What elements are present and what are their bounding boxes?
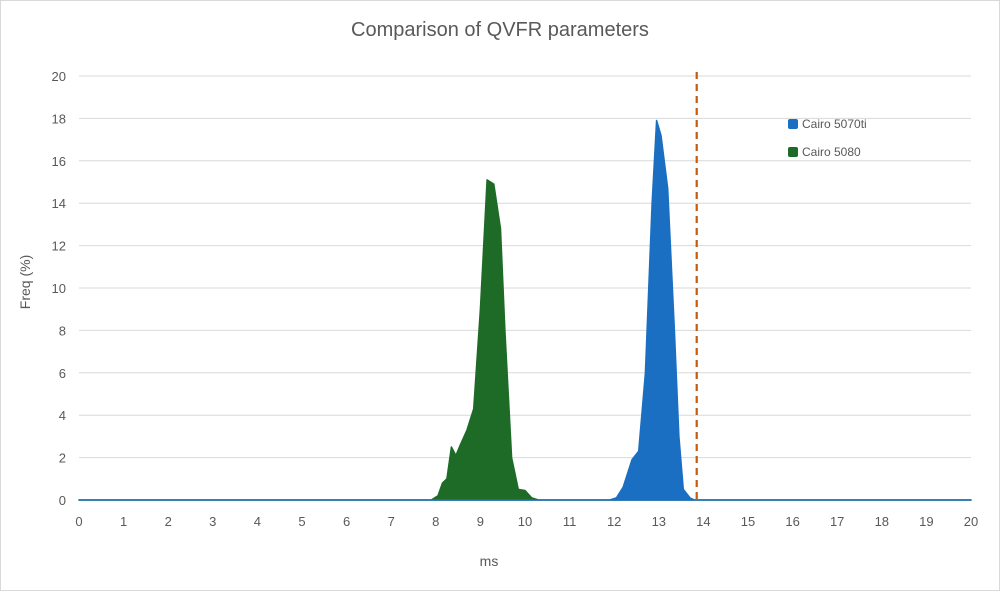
y-tick-labels: 0 2 4 6 8 10 12 14 16 18 20 bbox=[52, 69, 66, 508]
x-tick-label: 10 bbox=[518, 514, 532, 529]
legend[interactable]: Cairo 5070ti Cairo 5080 bbox=[788, 117, 867, 159]
legend-label-cairo-5070ti[interactable]: Cairo 5070ti bbox=[802, 117, 867, 131]
x-tick-label: 15 bbox=[741, 514, 755, 529]
y-tick-label: 12 bbox=[52, 239, 66, 254]
x-tick-label: 18 bbox=[875, 514, 889, 529]
x-tick-label: 5 bbox=[298, 514, 305, 529]
legend-swatch-cairo-5080[interactable] bbox=[788, 147, 798, 157]
y-tick-label: 18 bbox=[52, 111, 66, 126]
x-tick-labels: 0 1 2 3 4 5 6 7 8 9 10 11 12 13 14 15 16 17 18 19 20 bbox=[75, 514, 978, 529]
x-tick-label: 16 bbox=[785, 514, 799, 529]
x-tick-label: 19 bbox=[919, 514, 933, 529]
x-tick-label: 20 bbox=[964, 514, 978, 529]
x-tick-label: 9 bbox=[477, 514, 484, 529]
chart-title: Comparison of QVFR parameters bbox=[351, 19, 649, 41]
y-tick-label: 2 bbox=[59, 451, 66, 466]
x-tick-label: 1 bbox=[120, 514, 127, 529]
gridlines bbox=[79, 75, 971, 459]
legend-label-cairo-5080[interactable]: Cairo 5080 bbox=[802, 145, 861, 159]
y-tick-label: 16 bbox=[52, 154, 66, 169]
x-tick-label: 2 bbox=[165, 514, 172, 529]
x-tick-label: 3 bbox=[209, 514, 216, 529]
x-tick-label: 4 bbox=[254, 514, 261, 529]
legend-swatch-cairo-5070ti[interactable] bbox=[788, 119, 798, 129]
y-tick-label: 0 bbox=[59, 493, 66, 508]
series-area-cairo-5070ti[interactable] bbox=[78, 119, 972, 501]
x-tick-label: 17 bbox=[830, 514, 844, 529]
y-tick-label: 4 bbox=[59, 408, 66, 423]
x-tick-label: 6 bbox=[343, 514, 350, 529]
y-tick-label: 10 bbox=[52, 281, 66, 296]
x-tick-label: 11 bbox=[563, 514, 577, 529]
series-layer bbox=[78, 119, 972, 501]
x-tick-label: 8 bbox=[432, 514, 439, 529]
y-tick-label: 8 bbox=[59, 323, 66, 338]
x-tick-label: 13 bbox=[652, 514, 666, 529]
series-area-cairo-5080[interactable] bbox=[78, 179, 972, 501]
x-tick-label: 0 bbox=[75, 514, 82, 529]
x-tick-label: 7 bbox=[388, 514, 395, 529]
y-tick-label: 20 bbox=[52, 69, 66, 84]
y-axis-label: Freq (%) bbox=[17, 255, 33, 309]
y-tick-label: 14 bbox=[52, 196, 66, 211]
x-tick-label: 12 bbox=[607, 514, 621, 529]
x-axis-label: ms bbox=[480, 553, 499, 569]
y-tick-label: 6 bbox=[59, 366, 66, 381]
x-tick-label: 14 bbox=[696, 514, 710, 529]
